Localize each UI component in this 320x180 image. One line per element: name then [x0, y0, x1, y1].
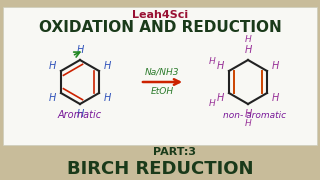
Text: H: H	[217, 93, 224, 103]
Text: H: H	[76, 109, 84, 119]
Text: BIRCH REDUCTION: BIRCH REDUCTION	[67, 160, 253, 178]
Text: H: H	[244, 120, 252, 129]
Text: H: H	[104, 61, 111, 71]
Text: H: H	[49, 61, 56, 71]
Text: H: H	[244, 45, 252, 55]
Text: H: H	[272, 93, 279, 103]
Text: Leah4Sci: Leah4Sci	[132, 10, 188, 20]
Text: Aromatic: Aromatic	[58, 110, 102, 120]
Text: Na/NH3: Na/NH3	[145, 68, 179, 76]
Text: EtOH: EtOH	[150, 87, 173, 96]
Text: H: H	[208, 57, 215, 66]
Text: H: H	[272, 61, 279, 71]
Text: H: H	[217, 61, 224, 71]
Text: H: H	[244, 35, 252, 44]
Text: non- aromatic: non- aromatic	[223, 111, 287, 120]
FancyBboxPatch shape	[3, 7, 317, 145]
Text: H: H	[49, 93, 56, 103]
Text: OXIDATION AND REDUCTION: OXIDATION AND REDUCTION	[39, 20, 281, 35]
Text: H: H	[244, 109, 252, 119]
Text: H: H	[208, 98, 215, 107]
Text: H: H	[104, 93, 111, 103]
Text: PART:3: PART:3	[154, 147, 196, 157]
Text: H: H	[76, 45, 84, 55]
